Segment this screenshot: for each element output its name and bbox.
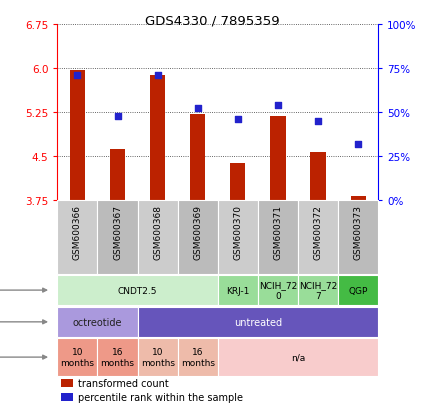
Text: KRJ-1: KRJ-1 xyxy=(226,286,249,295)
Bar xyxy=(338,275,378,306)
Text: n/a: n/a xyxy=(291,353,305,362)
Bar xyxy=(258,201,298,275)
Text: octreotide: octreotide xyxy=(73,317,122,327)
Bar xyxy=(218,275,258,306)
Text: GSM600373: GSM600373 xyxy=(354,204,363,259)
Bar xyxy=(178,339,218,376)
Point xyxy=(154,73,161,79)
Bar xyxy=(138,339,178,376)
Point xyxy=(355,141,362,148)
Text: QGP: QGP xyxy=(348,286,368,295)
Text: GSM600371: GSM600371 xyxy=(273,204,283,259)
Text: 10
months: 10 months xyxy=(141,348,175,367)
Bar xyxy=(298,275,338,306)
Bar xyxy=(97,201,138,275)
Bar xyxy=(61,393,74,401)
Point xyxy=(314,118,321,125)
Bar xyxy=(258,275,298,306)
Point xyxy=(275,102,281,109)
Text: GSM600372: GSM600372 xyxy=(314,204,323,259)
Bar xyxy=(110,150,125,201)
Text: CNDT2.5: CNDT2.5 xyxy=(118,286,157,295)
Bar xyxy=(138,307,378,337)
Text: 16
months: 16 months xyxy=(181,348,215,367)
Text: GSM600370: GSM600370 xyxy=(233,204,242,259)
Text: GSM600367: GSM600367 xyxy=(113,204,122,259)
Bar xyxy=(311,153,326,201)
Bar xyxy=(190,114,205,201)
Bar xyxy=(298,201,338,275)
Point xyxy=(235,116,241,123)
Bar xyxy=(57,201,97,275)
Text: NCIH_72
7: NCIH_72 7 xyxy=(299,281,337,300)
Bar xyxy=(57,339,97,376)
Text: GSM600366: GSM600366 xyxy=(73,204,82,259)
Bar xyxy=(57,275,218,306)
Bar xyxy=(150,76,165,201)
Text: GDS4330 / 7895359: GDS4330 / 7895359 xyxy=(145,14,280,27)
Bar xyxy=(178,201,218,275)
Bar xyxy=(338,201,378,275)
Bar xyxy=(270,116,286,201)
Bar xyxy=(351,197,366,201)
Point xyxy=(114,113,121,119)
Text: NCIH_72
0: NCIH_72 0 xyxy=(259,281,297,300)
Bar xyxy=(230,164,246,201)
Text: GSM600368: GSM600368 xyxy=(153,204,162,259)
Text: transformed count: transformed count xyxy=(78,378,169,388)
Bar xyxy=(218,201,258,275)
Bar xyxy=(97,339,138,376)
Text: 16
months: 16 months xyxy=(101,348,135,367)
Bar xyxy=(218,339,378,376)
Bar xyxy=(57,307,138,337)
Bar xyxy=(138,201,178,275)
Text: untreated: untreated xyxy=(234,317,282,327)
Bar xyxy=(70,71,85,201)
Point xyxy=(194,106,201,112)
Bar xyxy=(61,379,74,387)
Point xyxy=(74,73,81,79)
Text: percentile rank within the sample: percentile rank within the sample xyxy=(78,392,243,402)
Text: 10
months: 10 months xyxy=(60,348,94,367)
Text: GSM600369: GSM600369 xyxy=(193,204,202,259)
